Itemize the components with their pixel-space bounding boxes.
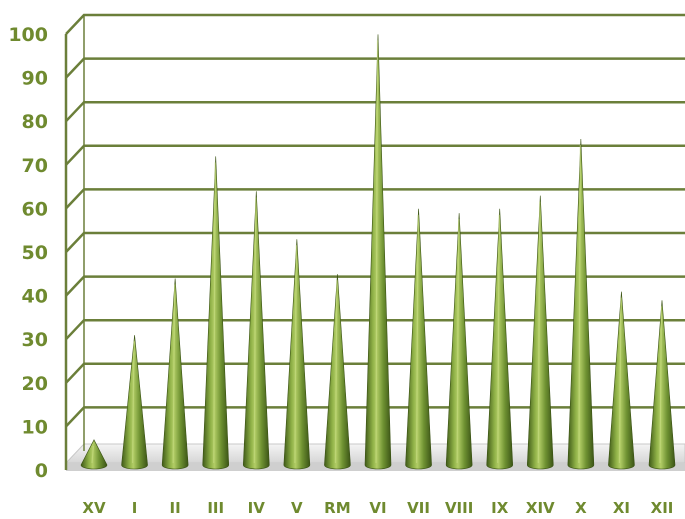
x-tick-label: II xyxy=(170,499,181,517)
cone-bar xyxy=(526,195,554,470)
cones xyxy=(80,34,676,470)
y-tick-label: 50 xyxy=(22,242,48,264)
y-tick-label: 60 xyxy=(22,198,48,220)
y-axis: 0 10 20 30 40 50 60 70 80 90 100 xyxy=(8,15,85,482)
x-tick-label: XII xyxy=(651,499,674,517)
gridline xyxy=(65,57,685,79)
x-tick-label: IV xyxy=(248,499,266,517)
cone-body xyxy=(445,213,473,470)
y-tick-label: 30 xyxy=(22,329,48,351)
cone-highlight xyxy=(578,144,581,464)
y-tick-label: 80 xyxy=(22,111,48,133)
cone-body xyxy=(283,239,311,470)
cone-bar xyxy=(121,335,148,470)
cone-bar xyxy=(608,291,635,470)
cone-bar xyxy=(242,191,270,470)
cone-highlight xyxy=(618,297,622,464)
cone-body xyxy=(242,191,270,470)
cone-body xyxy=(405,208,432,470)
cone-bar xyxy=(648,300,676,470)
y-tick-label: 40 xyxy=(22,286,48,308)
cone-highlight xyxy=(172,284,176,464)
cone-bar xyxy=(364,34,392,470)
y-tick-label: 90 xyxy=(22,68,48,90)
cone-highlight xyxy=(537,201,541,464)
y-tick-label: 20 xyxy=(22,373,48,395)
x-tick-label: XIV xyxy=(526,499,555,517)
cone-body xyxy=(526,195,554,470)
gridline xyxy=(65,13,685,35)
x-tick-label: RM xyxy=(324,499,350,517)
cone-body xyxy=(648,300,676,470)
cone-body xyxy=(202,156,230,470)
cone-bar xyxy=(486,208,514,470)
x-tick-label: X xyxy=(575,499,587,517)
cone-bar xyxy=(567,138,595,470)
cone-bar xyxy=(283,239,311,470)
x-tick-label: VI xyxy=(369,499,386,517)
cone-body xyxy=(80,439,108,470)
cone-bar xyxy=(445,213,473,470)
y-tick-label: 0 xyxy=(35,460,48,482)
cone-body xyxy=(567,138,595,470)
cone-highlight xyxy=(294,245,297,464)
x-tick-label: I xyxy=(132,499,138,517)
cone-bar xyxy=(161,278,189,470)
cone-bar xyxy=(202,156,230,470)
x-tick-label: V xyxy=(291,499,303,517)
y-tick-label: 10 xyxy=(22,416,48,438)
cone-body xyxy=(486,208,514,470)
x-tick-label: VIII xyxy=(445,499,473,517)
cone-highlight xyxy=(415,214,419,464)
y-tick-label: 70 xyxy=(22,155,48,177)
cone-body xyxy=(121,335,148,470)
x-axis-labels: XV I II III IV V RM VI VII VIII IX XIV X XI XII xyxy=(82,499,673,517)
cone-body xyxy=(161,278,189,470)
cone-bar xyxy=(80,439,108,470)
x-tick-label: XV xyxy=(82,499,106,517)
x-tick-label: XI xyxy=(613,499,630,517)
cone-bar xyxy=(324,274,351,470)
cone-body xyxy=(608,291,635,470)
cone-highlight xyxy=(131,341,135,464)
x-tick-label: IX xyxy=(491,499,509,517)
cone-highlight xyxy=(375,40,379,464)
x-tick-label: III xyxy=(207,499,224,517)
cone-highlight xyxy=(253,197,257,464)
cone-highlight xyxy=(91,445,95,464)
x-tick-label: VII xyxy=(407,499,430,517)
cone-body xyxy=(324,274,351,470)
cone-bar xyxy=(405,208,432,470)
cone-highlight xyxy=(497,214,500,464)
cone-body xyxy=(364,34,392,470)
cone-highlight xyxy=(334,280,338,464)
cone-highlight xyxy=(659,306,663,464)
cone-highlight xyxy=(213,162,216,464)
cone-highlight xyxy=(456,219,460,464)
y-tick-label: 100 xyxy=(8,24,48,46)
